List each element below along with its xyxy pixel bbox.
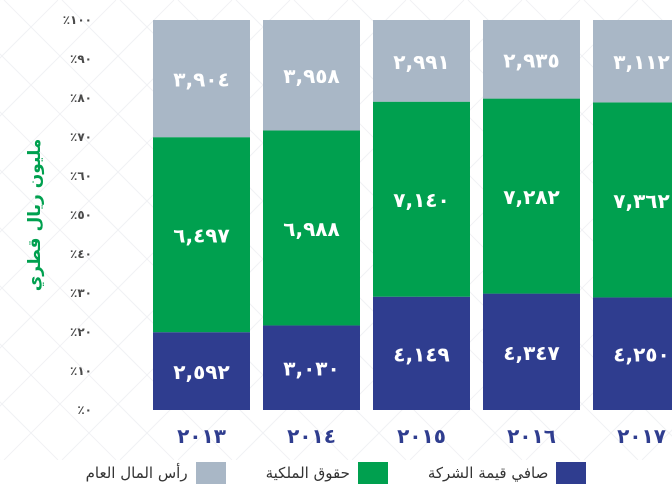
bar-value-label: ٦,٤٩٧ — [173, 224, 229, 248]
legend-item: حقوق الملكية — [266, 462, 388, 484]
bar-segment — [153, 137, 250, 333]
bar-value-label: ٢,٩٣٥ — [503, 48, 559, 72]
bar-segment — [593, 297, 672, 410]
bar-segment — [153, 332, 250, 410]
y-axis-title: مليون ريال قطري — [25, 139, 45, 292]
x-category-label: ٢٠١٦ — [507, 424, 556, 448]
legend-swatch — [556, 462, 587, 484]
y-tick-label: ٪٦٠ — [70, 169, 92, 183]
bar-segment — [373, 296, 470, 410]
bar-segment — [263, 325, 360, 410]
legend-label: رأس المال العام — [85, 464, 188, 482]
bar-group: ٤,٣٤٧ ٧,٢٨٢ ٢,٩٣٥ — [483, 20, 580, 410]
x-category-label: ٢٠١٧ — [617, 424, 666, 448]
bar-value-label: ٣,٩٠٤ — [173, 68, 229, 92]
y-axis-ticks: ٪٠ ٪١٠ ٪٢٠ ٪٣٠ ٪٤٠ ٪٥٠ ٪٦٠ ٪٧٠ ٪٨٠ ٪٩٠ ٪١٠٠ — [63, 13, 92, 417]
y-tick-label: ٪٥٠ — [70, 208, 92, 222]
y-tick-label: ٪٩٠ — [70, 52, 92, 66]
bar-value-label: ٤,١٤٩ — [393, 342, 449, 366]
bar-segment — [483, 20, 580, 99]
bar-value-label: ٧,٣٦٢ — [613, 189, 669, 213]
bar-group: ٣,٠٣٠ ٦,٩٨٨ ٣,٩٥٨ — [263, 20, 360, 410]
bar-segment — [593, 102, 672, 298]
y-tick-label: ٪٧٠ — [70, 130, 92, 144]
legend-label: صافي قيمة الشركة — [427, 464, 549, 482]
bar-segment — [593, 20, 672, 103]
y-tick-label: ٪٢٠ — [70, 325, 92, 339]
bar-value-label: ٢,٩٩١ — [393, 50, 449, 74]
bar-segment — [263, 20, 360, 131]
bar-value-label: ٣,١١٢ — [613, 50, 669, 74]
x-category-label: ٢٠١٥ — [397, 424, 446, 448]
bar-group: ٤,١٤٩ ٧,١٤٠ ٢,٩٩١ — [373, 20, 470, 410]
y-tick-label: ٪٠ — [77, 403, 92, 417]
chart-legend: صافي قيمة الشركة حقوق الملكية رأس المال ال… — [0, 458, 672, 488]
bar-segment — [153, 20, 250, 138]
chart-plot: ٪٠ ٪١٠ ٪٢٠ ٪٣٠ ٪٤٠ ٪٥٠ ٪٦٠ ٪٧٠ ٪٨٠ ٪٩٠ ٪١٠٠ مليون ر… — [0, 0, 672, 460]
legend-item: صافي قيمة الشركة — [428, 462, 587, 484]
legend-item: رأس المال العام — [86, 462, 226, 484]
bar-value-label: ٤,٢٥٠ — [613, 343, 669, 367]
y-tick-label: ٪١٠ — [70, 364, 92, 378]
y-tick-label: ٪٣٠ — [70, 286, 92, 300]
y-tick-label: ٪١٠٠ — [63, 13, 92, 27]
bar-value-label: ٣,٩٥٨ — [283, 64, 339, 88]
legend-swatch — [195, 462, 226, 484]
bar-segment — [483, 293, 580, 410]
bar-value-label: ٧,١٤٠ — [393, 188, 449, 212]
bar-segment — [483, 98, 580, 294]
y-tick-label: ٪٨٠ — [70, 91, 92, 105]
bar-value-label: ٦,٩٨٨ — [283, 217, 339, 241]
bar-segment — [373, 101, 470, 297]
bar-segment — [263, 130, 360, 326]
bar-group: ٤,٢٥٠ ٧,٣٦٢ ٣,١١٢ — [593, 20, 672, 410]
bar-value-label: ٢,٥٩٢ — [173, 360, 229, 384]
y-tick-label: ٪٤٠ — [70, 247, 92, 261]
x-category-label: ٢٠١٤ — [287, 424, 336, 448]
legend-swatch — [357, 462, 388, 484]
bar-group: ٢,٥٩٢ ٦,٤٩٧ ٣,٩٠٤ — [153, 20, 250, 410]
bar-segment — [373, 20, 470, 102]
legend-label: حقوق الملكية — [265, 464, 350, 482]
x-category-label: ٢٠١٣ — [177, 424, 226, 448]
bar-value-label: ٣,٠٣٠ — [283, 357, 339, 381]
bar-value-label: ٤,٣٤٧ — [503, 341, 559, 365]
bar-value-label: ٧,٢٨٢ — [503, 185, 559, 209]
